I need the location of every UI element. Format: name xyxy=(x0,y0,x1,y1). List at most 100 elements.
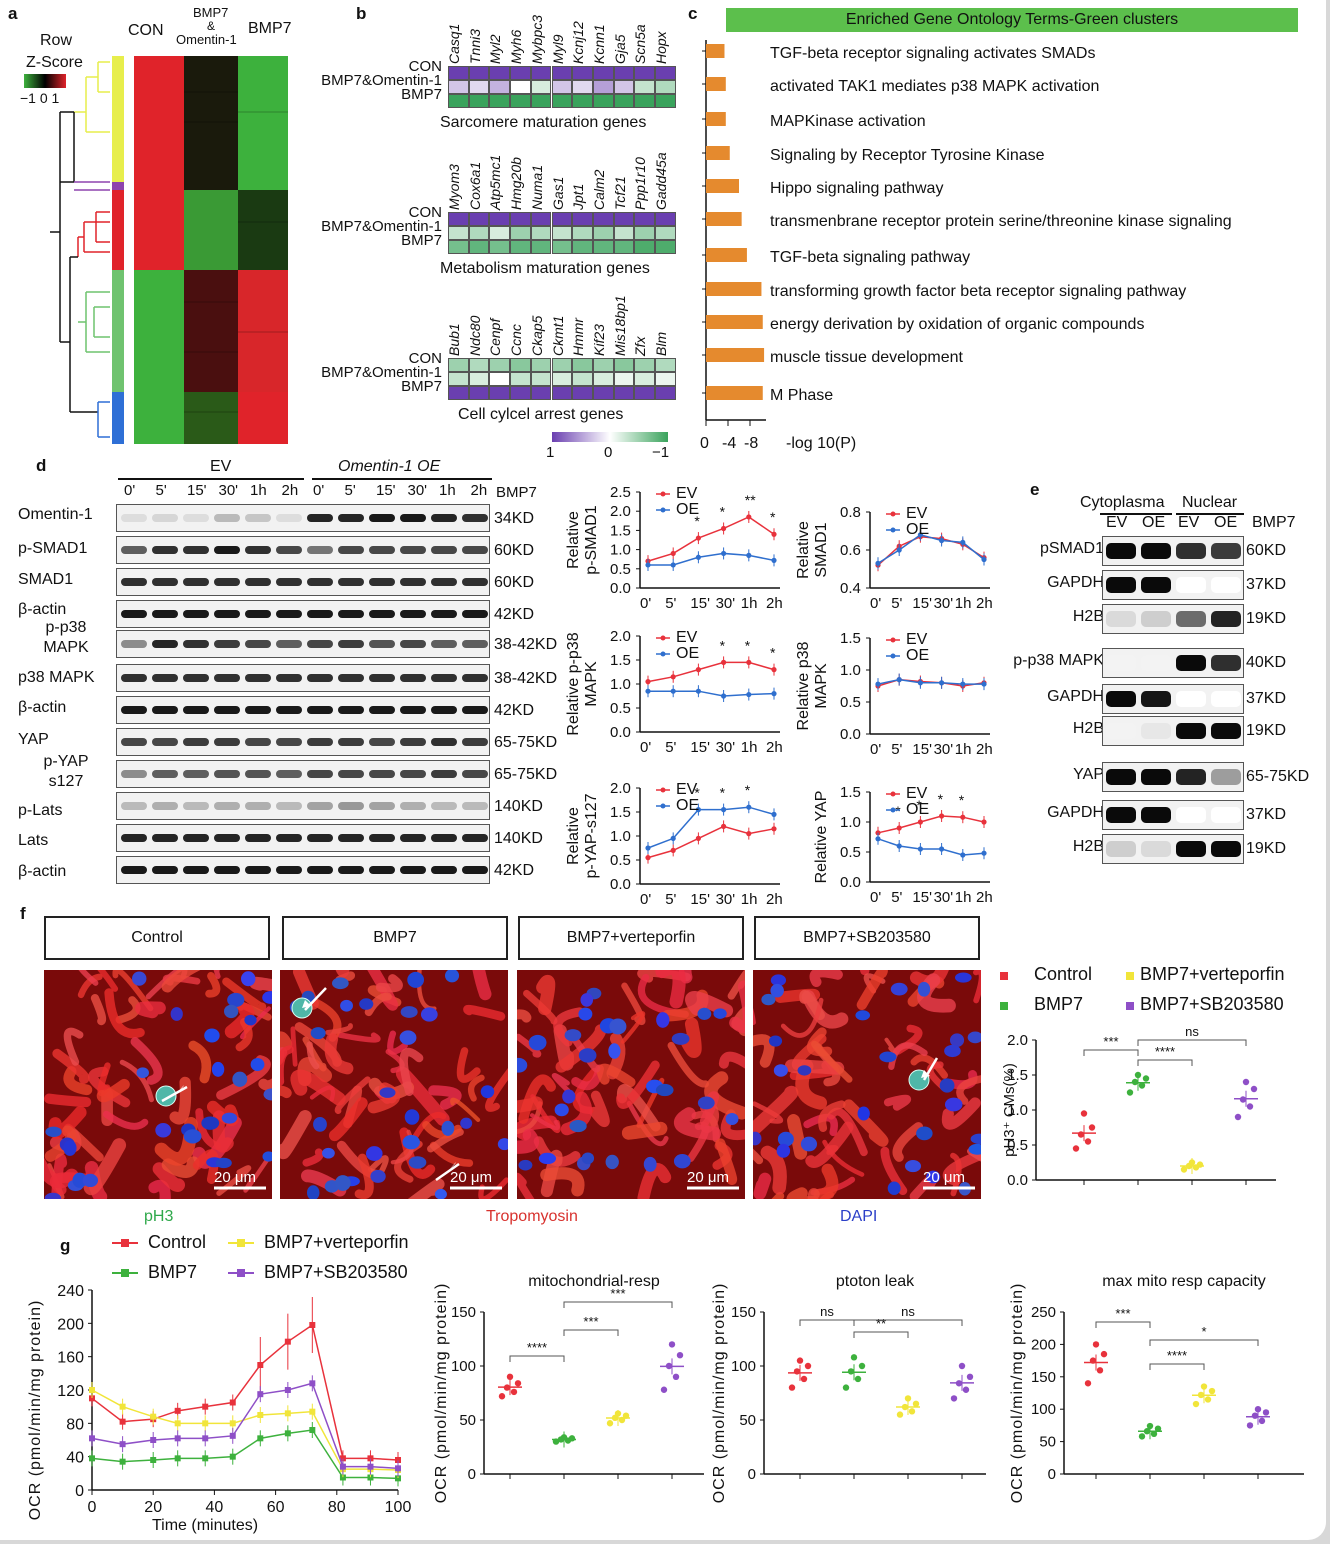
heatmap-cells xyxy=(134,56,288,444)
blot-band xyxy=(369,706,395,714)
blot-label: p-p38 MAPK xyxy=(1013,652,1104,669)
blot-band xyxy=(152,866,178,874)
fraction-treatment: BMP7 xyxy=(1252,514,1296,531)
go-term-label: MAPKinase activation xyxy=(770,113,926,130)
heatmap-cell xyxy=(530,358,552,372)
heatmap-cell xyxy=(489,358,511,372)
series-ev-line xyxy=(877,815,985,834)
data-point xyxy=(917,532,923,538)
blot-band xyxy=(307,610,333,618)
heatmap-cell xyxy=(572,80,593,94)
heatmap-row-label: CON xyxy=(408,350,442,367)
blot-band xyxy=(400,738,426,746)
heatmap-cell xyxy=(530,386,552,400)
gene-label: Kcnn1 xyxy=(590,24,607,64)
data-point xyxy=(981,850,987,856)
series-oe-line xyxy=(877,533,985,564)
heatmap-cell xyxy=(655,240,676,254)
go-xtick-label: -4 xyxy=(722,435,736,452)
dapi-nucleus xyxy=(697,1007,712,1020)
data-point xyxy=(695,807,701,813)
blot-band xyxy=(369,546,395,554)
blot-band xyxy=(1211,769,1241,785)
dapi-nucleus xyxy=(404,1109,420,1125)
blot-band xyxy=(1211,691,1241,707)
tropomyosin-fiber xyxy=(478,1177,508,1199)
data-point xyxy=(854,1375,862,1383)
data-point xyxy=(670,835,676,841)
significance-bracket xyxy=(1137,1059,1193,1066)
blot-label: H2B xyxy=(1072,608,1104,625)
heatmap-cell xyxy=(489,80,511,94)
tropomyosin-fiber xyxy=(152,1162,186,1193)
blot-band xyxy=(369,834,395,842)
heatmap-cell xyxy=(572,94,593,108)
chart-ylabel: OCR (pmol/min/mg protein) xyxy=(1009,1283,1026,1504)
dapi-nucleus xyxy=(916,1126,933,1141)
blot-band xyxy=(338,674,364,682)
heatmap-cell xyxy=(634,358,655,372)
blot-band xyxy=(152,834,178,842)
blot-band xyxy=(307,640,333,648)
blot-band xyxy=(431,770,457,778)
tropomyosin-fiber xyxy=(822,1139,865,1177)
heatmap-cell xyxy=(634,94,655,108)
blot-kd: 38-42KD xyxy=(494,636,558,653)
data-point xyxy=(229,1432,236,1439)
blot-band xyxy=(245,578,271,586)
ytick-label: 0.0 xyxy=(840,726,861,743)
heatmap-cell xyxy=(551,80,573,94)
go-bar xyxy=(706,282,762,296)
blot-band xyxy=(369,610,395,618)
gene-group-title: Metabolism maturation genes xyxy=(440,260,650,277)
scale-bar-label: 20 μm xyxy=(450,1169,492,1186)
chart-ylabel: Relative p38 xyxy=(795,641,812,730)
blot-band xyxy=(1176,655,1206,671)
ytick-label: 0.0 xyxy=(610,580,631,597)
ytick-label: 1.5 xyxy=(610,522,631,539)
dendrogram-blue xyxy=(97,401,110,438)
blot-band xyxy=(338,770,364,778)
blot-band xyxy=(338,834,364,842)
heatmap-cell xyxy=(530,80,552,94)
legend-label-ev: EV xyxy=(906,631,928,648)
dapi-nucleus xyxy=(45,1126,62,1138)
data-point xyxy=(645,562,651,568)
micrograph-sb203580: 20 μm xyxy=(753,970,981,1199)
blot-band xyxy=(307,674,333,682)
blot-band xyxy=(121,578,147,586)
dendrogram-root xyxy=(50,112,61,342)
timepoint-label: 2h xyxy=(470,482,488,499)
heatmap-cell xyxy=(592,240,614,254)
xtick-label: 2h xyxy=(976,889,993,906)
blot-band xyxy=(214,834,240,842)
heatmap-cell xyxy=(572,372,593,386)
data-point xyxy=(1084,1380,1092,1387)
gene-label: Blm xyxy=(653,331,669,356)
blot-label: H2B xyxy=(1072,720,1104,737)
blot-band xyxy=(121,706,147,714)
gene-label: Gadd45a xyxy=(653,152,669,210)
dapi-nucleus xyxy=(204,1028,220,1043)
tropomyosin-fiber xyxy=(827,1107,868,1157)
blot-band xyxy=(245,674,271,682)
tropomyosin-fiber xyxy=(883,1094,911,1111)
dapi-nucleus xyxy=(232,1071,248,1087)
data-point xyxy=(202,1455,209,1462)
dapi-nucleus xyxy=(655,1083,674,1097)
tropomyosin-fiber xyxy=(856,970,888,1011)
blot-band xyxy=(369,738,395,746)
chart-ylabel: MAPK xyxy=(583,661,600,707)
blot-kd: 65-75KD xyxy=(494,766,558,783)
blot-strip xyxy=(116,792,490,820)
heatmap-col-combo-1: BMP7 xyxy=(193,5,229,20)
tropomyosin-fiber xyxy=(52,1048,90,1084)
tropomyosin-fiber xyxy=(910,1054,949,1079)
ytick-label: 150 xyxy=(731,1304,756,1321)
legend-marker xyxy=(1126,972,1134,980)
blot-kd: 42KD xyxy=(494,702,535,719)
legend-label-oe: OE xyxy=(676,645,699,662)
blot-band xyxy=(338,578,364,586)
data-point xyxy=(896,843,902,849)
data-point xyxy=(1192,1400,1200,1408)
